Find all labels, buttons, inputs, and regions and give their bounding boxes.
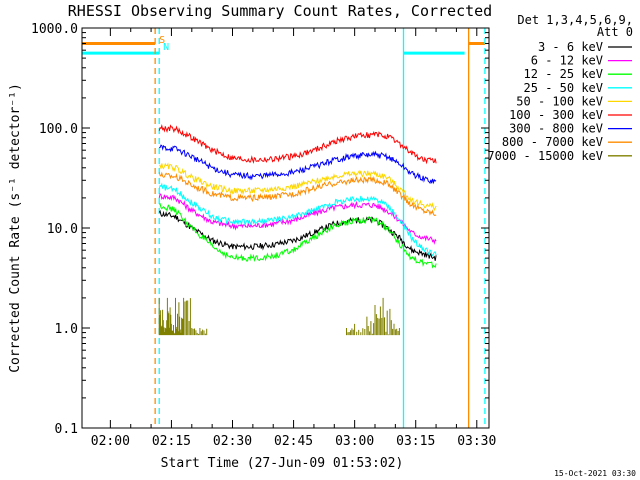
flag-marker-n: N — [163, 42, 169, 53]
x-tick-label: 02:00 — [91, 434, 130, 449]
series-line-12-25-keV — [158, 202, 437, 269]
legend-entry-label: 7000 - 15000 keV — [487, 149, 603, 163]
x-tick-label: 02:30 — [213, 434, 252, 449]
series-line-7000-15000-keV — [158, 297, 400, 336]
footer-timestamp: 15-Oct-2021 03:30 — [554, 469, 636, 478]
legend-entry-label: 50 - 100 keV — [516, 94, 603, 108]
legend-entry-label: 25 - 50 keV — [524, 81, 603, 95]
legend-entry-label: 6 - 12 keV — [531, 54, 603, 68]
y-axis-label: Corrected Count Rate (s⁻¹ detector⁻¹) — [8, 83, 23, 373]
legend-header-line: Det 1,3,4,5,6,9, — [517, 13, 633, 27]
y-tick-label: 0.1 — [55, 422, 78, 437]
legend-entry-label: 100 - 300 keV — [509, 108, 603, 122]
series-line-100-300-keV — [158, 123, 437, 165]
markers-layer: SN — [159, 35, 169, 53]
series-layer — [158, 123, 437, 336]
chart-title: RHESSI Observing Summary Count Rates, Co… — [68, 2, 492, 20]
vertical-lines-layer — [154, 28, 486, 428]
y-tick-label: 100.0 — [39, 122, 78, 137]
x-tick-label: 03:30 — [457, 434, 496, 449]
x-tick-label: 02:15 — [152, 434, 191, 449]
flag-marker-s: S — [159, 35, 165, 46]
axes-layer — [81, 27, 490, 429]
series-line-25-50-keV — [158, 182, 437, 257]
y-tick-label: 1000.0 — [31, 22, 78, 37]
x-tick-label: 03:15 — [396, 434, 435, 449]
legend-entry-label: 800 - 7000 keV — [502, 135, 603, 149]
legend-entry-label: 12 - 25 keV — [524, 67, 603, 81]
plot-frame — [81, 27, 490, 429]
series-line-300-800-keV — [159, 144, 437, 185]
legend-entry-label: 300 - 800 keV — [509, 122, 603, 136]
ticks-layer: 02:00 02:15 02:30 02:45 03:00 03:15 03:30 0.1 1.… — [31, 22, 496, 449]
series-line-50-100-keV — [159, 162, 437, 212]
series-line-6-12-keV — [158, 193, 437, 245]
x-tick-label: 02:45 — [274, 434, 313, 449]
legend-entry-label: 3 - 6 keV — [538, 40, 603, 54]
series-line-800-7000-keV — [158, 171, 437, 217]
legend-header-line: Att 0 — [597, 25, 633, 39]
x-axis-label: Start Time (27-Jun-09 01:53:02) — [161, 456, 404, 471]
bands-layer — [82, 41, 485, 55]
y-tick-label: 1.0 — [55, 322, 78, 337]
x-tick-label: 03:00 — [335, 434, 374, 449]
y-tick-label: 10.0 — [47, 222, 78, 237]
